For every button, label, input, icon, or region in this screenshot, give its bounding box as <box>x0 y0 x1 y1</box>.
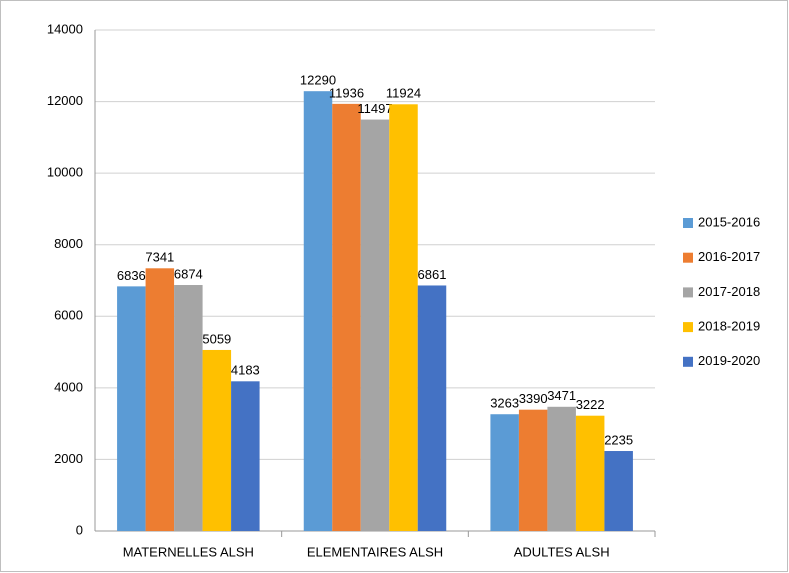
bar <box>174 285 203 531</box>
y-tick-label: 14000 <box>47 21 83 36</box>
legend-label: 2017-2018 <box>698 284 760 299</box>
data-label: 6836 <box>117 268 146 283</box>
legend-swatch <box>683 218 693 228</box>
data-label: 11497 <box>357 101 392 116</box>
bar <box>575 415 605 531</box>
data-label: 11924 <box>386 86 421 101</box>
bar <box>117 286 146 531</box>
data-label: 3390 <box>519 391 548 406</box>
bar <box>518 409 548 531</box>
data-label: 6874 <box>174 266 203 281</box>
bar <box>231 381 260 531</box>
bar <box>604 451 633 531</box>
bar <box>389 104 418 532</box>
y-tick-label: 12000 <box>47 93 83 108</box>
data-label: 12290 <box>300 73 336 88</box>
y-tick-label: 0 <box>76 522 83 537</box>
data-label: 3471 <box>547 388 576 403</box>
bar <box>547 406 576 531</box>
legend-swatch <box>683 252 693 263</box>
legend-swatch <box>683 322 693 333</box>
bar <box>303 91 333 531</box>
x-tick-label: ADULTES ALSH <box>514 544 610 559</box>
bar <box>360 119 390 531</box>
data-label: 7341 <box>145 250 174 265</box>
legend-label: 2018-2019 <box>698 319 760 334</box>
bar <box>490 414 519 531</box>
data-label: 3263 <box>490 396 519 411</box>
data-label: 5059 <box>202 331 231 346</box>
legend-label: 2015-2016 <box>698 214 760 229</box>
data-label: 6861 <box>418 267 447 282</box>
data-label: 11936 <box>329 85 364 100</box>
data-label: 2235 <box>604 432 633 447</box>
legend-label: 2019-2020 <box>698 353 760 368</box>
x-tick-label: MATERNELLES ALSH <box>123 544 254 559</box>
legend-label: 2016-2017 <box>698 249 760 264</box>
bar <box>202 349 232 531</box>
y-tick-label: 2000 <box>54 451 83 466</box>
legend-swatch <box>683 287 693 298</box>
bar <box>332 103 361 531</box>
bar <box>417 285 447 531</box>
y-tick-label: 8000 <box>54 236 83 251</box>
data-label: 4183 <box>231 363 260 378</box>
y-tick-label: 4000 <box>54 379 83 394</box>
x-tick-label: ELEMENTAIRES ALSH <box>307 544 443 559</box>
y-tick-label: 10000 <box>47 165 83 180</box>
legend-swatch <box>683 356 693 367</box>
bar <box>145 268 175 531</box>
y-tick-label: 6000 <box>54 308 83 323</box>
data-label: 3222 <box>576 397 605 412</box>
